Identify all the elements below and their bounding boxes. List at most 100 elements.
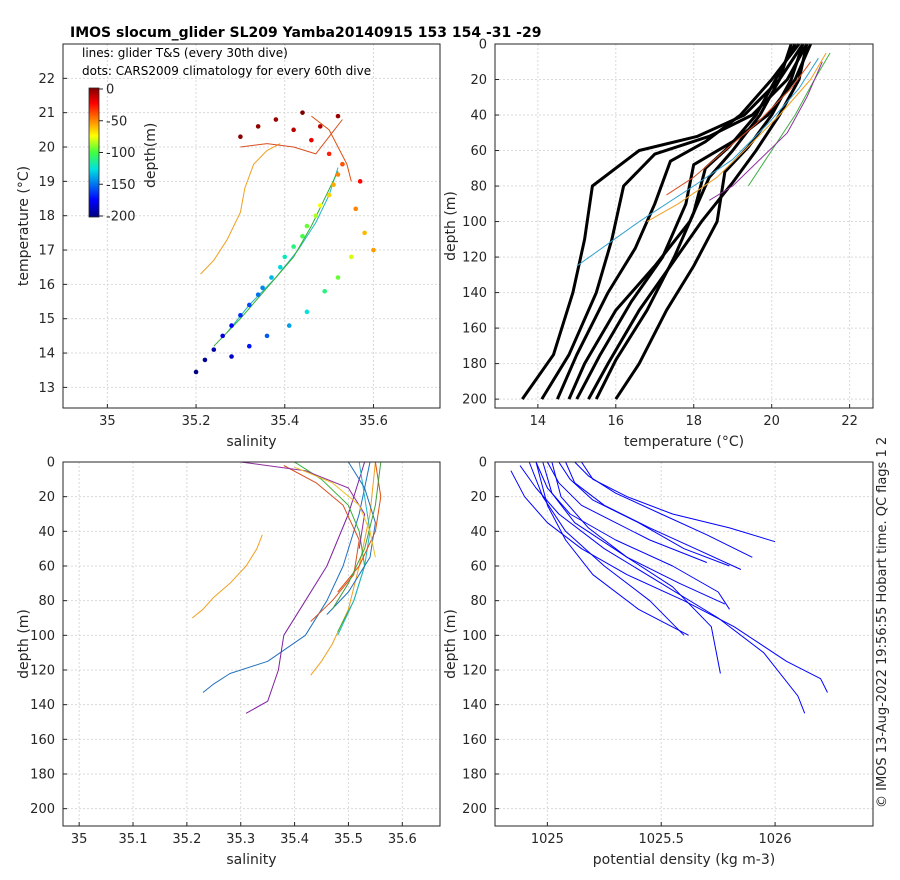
y-tick-label: 16 [38, 278, 55, 293]
y-axis-label: depth (m) [443, 191, 459, 261]
climatology-dot [335, 113, 341, 119]
y-tick-label: 19 [38, 175, 55, 190]
climatology-dot [317, 124, 323, 129]
y-tick-label: 160 [30, 733, 55, 748]
climatology-dot [313, 213, 319, 218]
climatology-dot [260, 285, 265, 291]
climatology-dot [317, 203, 323, 208]
x-tick-label: 1025.5 [638, 832, 684, 847]
x-tick-label: 1026 [759, 832, 792, 847]
annotation-lines: lines: glider T&S (every 30th dive) [82, 46, 288, 60]
climatology-dot [282, 254, 288, 260]
climatology-dot [348, 254, 354, 260]
profile-line [574, 461, 753, 558]
climatology-dot [255, 124, 261, 129]
y-tick-label: 100 [30, 629, 55, 644]
y-tick-label: 200 [462, 802, 487, 817]
profile-line [283, 465, 360, 622]
x-tick-label: 14 [530, 414, 547, 429]
profile-line [535, 461, 730, 610]
y-tick-label: 100 [462, 215, 487, 230]
profile-line [310, 461, 376, 676]
climatology-dot [229, 354, 234, 359]
y-axis-label: depth (m) [443, 609, 459, 679]
colorbar-tick-label: 0 [106, 83, 114, 98]
y-tick-label: 120 [462, 251, 487, 266]
profile-line [528, 461, 685, 636]
climatology-dot [238, 312, 243, 318]
y-tick-label: 20 [470, 490, 487, 505]
x-tick-label: 35.2 [172, 832, 201, 847]
profile-line [576, 57, 819, 267]
profile-line [240, 461, 366, 549]
climatology-dot [229, 323, 234, 328]
y-tick-label: 0 [479, 38, 487, 53]
axes-frame [62, 43, 441, 409]
y-tick-label: 22 [38, 72, 55, 87]
colorbar [88, 87, 100, 218]
profile-line [337, 461, 371, 636]
y-tick-label: 160 [462, 733, 487, 748]
profile-line [535, 461, 689, 636]
climatology-dot [193, 369, 199, 375]
profile-line [709, 61, 823, 201]
profile-line [556, 43, 801, 400]
climatology-dot [202, 357, 208, 363]
y-tick-label: 40 [470, 109, 487, 124]
axes-frame [494, 43, 874, 409]
y-tick-label: 15 [38, 312, 55, 327]
colorbar-tick-label: -150 [106, 178, 136, 193]
climatology-dot [362, 230, 367, 236]
climatology-dot [291, 244, 296, 249]
ts-line [213, 170, 339, 347]
panel-temperature-profile: 14 16 18 20 22 0 20 40 60 80 100 120 140 160 180 200 tem… [443, 38, 874, 450]
climatology-dot [273, 117, 279, 122]
ts-line [311, 115, 352, 182]
y-tick-label: 0 [479, 456, 487, 471]
profile-line [587, 43, 809, 400]
x-tick-label: 35.6 [388, 832, 417, 847]
climatology-dot [264, 333, 270, 339]
profile-line [521, 43, 805, 400]
profile-line [594, 43, 797, 400]
profile-line [202, 461, 371, 693]
x-tick-label: 16 [608, 414, 625, 429]
y-tick-label: 13 [38, 381, 55, 396]
profile-line [581, 461, 776, 543]
y-tick-label: 140 [30, 698, 55, 713]
profile-line [331, 461, 382, 610]
climatology-dot [220, 333, 225, 339]
y-tick-label: 180 [462, 768, 487, 783]
climatology-dot [326, 192, 332, 198]
climatology-dot [309, 137, 314, 143]
climatology-dot [331, 182, 336, 188]
x-tick-label: 35 [99, 414, 116, 429]
climatology-dot [246, 302, 252, 308]
x-tick-label: 35.2 [182, 414, 211, 429]
profile-line [510, 470, 828, 693]
x-axis-label: salinity [226, 434, 276, 450]
profile-line [551, 461, 726, 605]
y-tick-label: 200 [30, 802, 55, 817]
climatology-dot [269, 275, 274, 280]
y-tick-label: 20 [470, 73, 487, 88]
y-tick-label: 200 [462, 393, 487, 408]
profile-line [519, 465, 806, 714]
y-tick-label: 21 [38, 106, 55, 121]
y-tick-label: 20 [38, 141, 55, 156]
annotation-dots: dots: CARS2009 climatology for every 60t… [82, 64, 371, 78]
y-tick-label: 14 [38, 347, 55, 362]
climatology-dot [300, 234, 305, 239]
y-tick-label: 80 [470, 180, 487, 195]
y-tick-label: 17 [38, 244, 55, 259]
climatology-dot [371, 247, 376, 253]
climatology-dot [291, 127, 296, 133]
y-tick-label: 100 [462, 629, 487, 644]
colorbar-label: depth(m) [143, 123, 159, 188]
x-tick-label: 35.3 [226, 832, 255, 847]
y-tick-label: 80 [470, 594, 487, 609]
climatology-dot [304, 309, 310, 315]
colorbar-tick-label: -200 [106, 210, 136, 225]
profile-line [326, 461, 376, 615]
